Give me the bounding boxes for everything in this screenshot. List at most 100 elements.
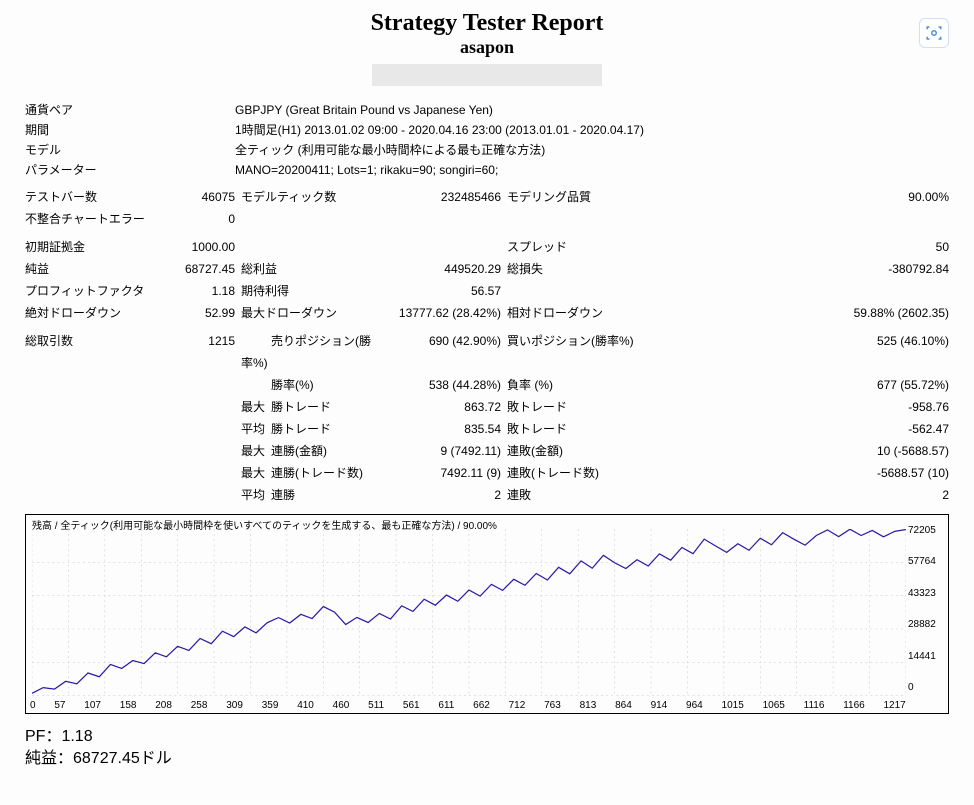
stat-label: 買いポジション(勝率%) [507,330,657,374]
stat-label: モデルティック数 [241,186,371,208]
info-value: GBPJPY (Great Britain Pound vs Japanese … [235,100,949,120]
stat-value: 59.88% (2602.35) [657,302,949,324]
stat-label: 総取引数 [25,330,145,374]
masked-bar [372,64,602,86]
stat-value: 7492.11 (9) [371,462,507,484]
stat-value [371,208,507,230]
stat-value: 90.00% [657,186,949,208]
stats-block-4: 総取引数1215売りポジション(勝率%)690 (42.90%)買いポジション(… [25,330,949,506]
stats-block-3: 初期証拠金1000.00スプレッド50純益68727.45総利益449520.2… [25,236,949,324]
stat-label: 勝率(%) [241,374,371,396]
info-value: MANO=20200411; Lots=1; rikaku=90; songir… [235,160,949,180]
stat-value: 863.72 [371,396,507,418]
stat-value [371,236,507,258]
x-tick: 158 [120,700,137,711]
stat-label: 連敗(トレード数) [507,462,657,484]
y-tick: 28882 [908,619,944,630]
x-tick: 309 [226,700,243,711]
stat-label: 敗トレード [507,396,657,418]
stat-label [25,462,145,484]
stat-label: 敗トレード [507,418,657,440]
y-tick: 14441 [908,651,944,662]
stat-value: 68727.45 [145,258,241,280]
stat-label: 平均連勝 [241,484,371,506]
stat-label: 総損失 [507,258,657,280]
stat-label: 不整合チャートエラー [25,208,145,230]
stat-value: 52.99 [145,302,241,324]
stat-value: 2 [657,484,949,506]
x-tick: 410 [297,700,314,711]
stat-value: -958.76 [657,396,949,418]
report-title: Strategy Tester Report [25,10,949,37]
stat-label [25,484,145,506]
x-tick: 1217 [884,700,906,711]
y-tick: 57764 [908,556,944,567]
stat-label: 最大ドローダウン [241,302,371,324]
stat-label: 相対ドローダウン [507,302,657,324]
x-tick: 1166 [843,700,865,711]
x-tick: 511 [368,700,384,711]
stat-value: 1.18 [145,280,241,302]
x-tick: 763 [544,700,561,711]
y-tick: 43323 [908,588,944,599]
info-label: パラメーター [25,160,235,180]
x-tick: 208 [155,700,172,711]
stat-label [25,440,145,462]
x-tick: 107 [84,700,101,711]
stat-value [657,208,949,230]
stat-label [25,418,145,440]
stat-label: 最大連勝(トレード数) [241,462,371,484]
x-tick: 359 [262,700,279,711]
report-subtitle: asapon [25,37,949,58]
stat-value: 9 (7492.11) [371,440,507,462]
stat-label: 連敗 [507,484,657,506]
stat-label: 最大勝トレード [241,396,371,418]
stat-value [145,374,241,396]
chart-x-axis: 0571071582082583093594104605115616116627… [30,700,906,711]
x-tick: 1116 [804,700,825,711]
stat-label [25,374,145,396]
stat-value: 538 (44.28%) [371,374,507,396]
stat-value [145,418,241,440]
stat-label: 最大連勝(金額) [241,440,371,462]
stat-value: 2 [371,484,507,506]
x-tick: 712 [509,700,526,711]
x-tick: 864 [615,700,632,711]
stat-label [507,280,657,302]
stat-label [241,236,371,258]
stat-label [507,208,657,230]
info-label: 通貨ペア [25,100,235,120]
stat-label: 連敗(金額) [507,440,657,462]
info-label: モデル [25,140,235,160]
summary-footer: PF：1.18 純益：68727.45ドル [25,726,949,770]
info-value: 1時間足(H1) 2013.01.02 09:00 - 2020.04.16 2… [235,120,949,140]
stat-value: 1000.00 [145,236,241,258]
chart-y-axis: 72205577644332328882144410 [908,525,944,693]
stat-value: 50 [657,236,949,258]
x-tick: 1065 [763,700,785,711]
x-tick: 611 [438,700,454,711]
pf-line: PF：1.18 [25,726,949,748]
x-tick: 964 [686,700,703,711]
stat-label: モデリング品質 [507,186,657,208]
info-value: 全ティック (利用可能な最小時間枠による最も正確な方法) [235,140,949,160]
stat-value [145,440,241,462]
stat-value: 525 (46.10%) [657,330,949,374]
info-section: 通貨ペアGBPJPY (Great Britain Pound vs Japan… [25,100,949,180]
stat-label: テストバー数 [25,186,145,208]
stat-value [145,462,241,484]
y-tick: 72205 [908,525,944,536]
stat-label: 売りポジション(勝率%) [241,330,371,374]
stat-label: 総利益 [241,258,371,280]
x-tick: 813 [580,700,597,711]
x-tick: 57 [54,700,65,711]
stat-label: プロフィットファクタ [25,280,145,302]
stat-value: 1215 [145,330,241,374]
scan-icon[interactable] [919,18,949,48]
stat-value: 0 [145,208,241,230]
stat-label [241,208,371,230]
x-tick: 258 [191,700,208,711]
x-tick: 914 [651,700,668,711]
stat-value: 13777.62 (28.42%) [371,302,507,324]
stat-value: 690 (42.90%) [371,330,507,374]
